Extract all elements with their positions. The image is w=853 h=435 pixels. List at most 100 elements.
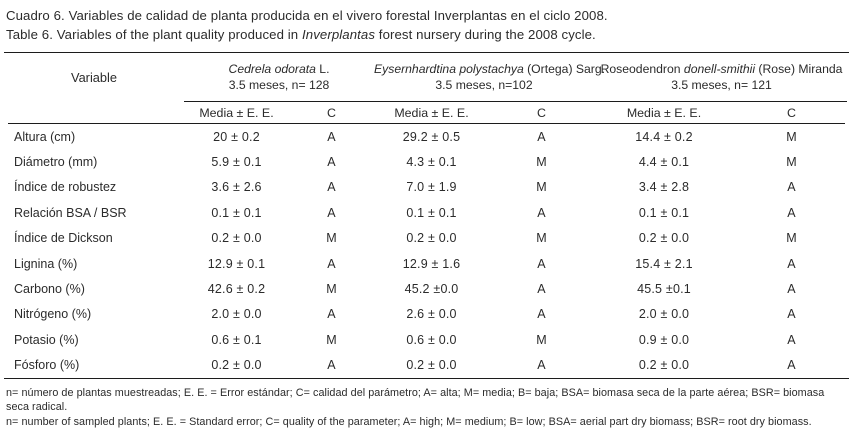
table-row: Lignina (%) 12.9 ± 0.1 A 12.9 ± 1.6 A 15… — [4, 251, 849, 276]
species3-authority: (Rose) Miranda — [755, 62, 843, 76]
cell-quality: M — [326, 332, 337, 347]
cell-quality: M — [786, 129, 797, 144]
row-variable: Altura (cm) — [14, 129, 76, 144]
subheader-c-3: C — [787, 105, 796, 120]
species3-name: donell-smithii — [683, 62, 756, 76]
cell-quality: M — [326, 282, 337, 297]
species1-sample-info: 3.5 meses, n= 128 — [228, 78, 330, 92]
cell-media: 0.2 ± 0.0 — [406, 358, 457, 373]
row-variable: Relación BSA / BSR — [14, 205, 127, 220]
cell-media: 2.0 ± 0.0 — [211, 307, 262, 322]
cell-media: 29.2 ± 0.5 — [402, 129, 461, 144]
cell-media: 42.6 ± 0.2 — [207, 282, 266, 297]
subheader-row: Media ± E. E. C Media ± E. E. C Media ± … — [4, 102, 849, 123]
row-variable: Índice de Dickson — [14, 231, 113, 246]
footnote-es: n= número de plantas muestreadas; E. E. … — [6, 386, 825, 414]
caption-es: Cuadro 6. Variables de calidad de planta… — [6, 8, 608, 23]
caption-en: Table 6. Variables of the plant quality … — [6, 25, 847, 44]
subheader-c-1: C — [327, 105, 336, 120]
cell-quality: A — [537, 282, 546, 297]
row-variable: Carbono (%) — [14, 282, 85, 297]
cell-quality: A — [327, 256, 336, 271]
cell-media: 0.2 ± 0.0 — [211, 358, 262, 373]
cell-quality: A — [327, 129, 336, 144]
cell-media: 0.1 ± 0.1 — [638, 205, 690, 220]
cell-quality: A — [787, 180, 796, 195]
table-row: Relación BSA / BSR 0.1 ± 0.1 A 0.1 ± 0.1… — [4, 200, 849, 225]
cell-quality: A — [537, 205, 546, 220]
cell-quality: M — [326, 231, 337, 246]
subheader-rule — [8, 123, 845, 124]
cell-media: 0.2 ± 0.0 — [406, 231, 457, 246]
cell-quality: A — [327, 205, 336, 220]
species-header-eysernhardtina: Eysernhardtina polystachya (Ortega) Sarg… — [374, 61, 605, 93]
cell-media: 45.5 ±0.1 — [637, 282, 691, 297]
species-header-cedrela: Cedrela odorata L. 3.5 meses, n= 128 — [184, 61, 374, 93]
cell-quality: A — [787, 332, 796, 347]
cell-media: 0.2 ± 0.0 — [638, 358, 690, 373]
cell-quality: A — [327, 307, 336, 322]
cell-media: 0.6 ± 0.1 — [211, 332, 262, 347]
row-variable: Lignina (%) — [14, 256, 78, 271]
cell-media: 4.3 ± 0.1 — [406, 155, 457, 170]
cell-quality: A — [327, 358, 336, 373]
table-row: Potasio (%) 0.6 ± 0.1 M 0.6 ± 0.0 M 0.9 … — [4, 327, 849, 352]
cell-media: 0.2 ± 0.0 — [638, 231, 690, 246]
species-header-rule — [184, 101, 847, 102]
cell-media: 5.9 ± 0.1 — [211, 155, 262, 170]
species-header-roseodendron: Roseodendron donell-smithii (Rose) Miran… — [594, 61, 849, 93]
cell-media: 7.0 ± 1.9 — [406, 180, 457, 195]
cell-media: 0.6 ± 0.0 — [406, 332, 457, 347]
subheader-media-3: Media ± E. E. — [626, 105, 702, 120]
cell-quality: A — [537, 358, 546, 373]
cell-media: 0.1 ± 0.1 — [211, 205, 262, 220]
cell-quality: M — [536, 180, 547, 195]
cell-quality: A — [787, 282, 796, 297]
row-variable: Diámetro (mm) — [14, 155, 98, 170]
cell-media: 0.1 ± 0.1 — [406, 205, 457, 220]
species2-name: Eysernhardtina polystachya — [374, 62, 524, 76]
table-row: Diámetro (mm) 5.9 ± 0.1 A 4.3 ± 0.1 M 4.… — [4, 149, 849, 174]
cell-quality: M — [786, 155, 797, 170]
row-variable: Índice de robustez — [14, 180, 117, 195]
cell-quality: M — [786, 231, 797, 246]
table-row: Fósforo (%) 0.2 ± 0.0 A 0.2 ± 0.0 A 0.2 … — [4, 353, 849, 378]
cell-media: 2.6 ± 0.0 — [406, 307, 457, 322]
cell-media: 3.6 ± 2.6 — [211, 180, 262, 195]
row-variable: Fósforo (%) — [14, 358, 80, 373]
cell-quality: A — [327, 180, 336, 195]
cell-media: 0.2 ± 0.0 — [211, 231, 262, 246]
cell-quality: M — [536, 231, 547, 246]
table-row: Altura (cm) 20 ± 0.2 A 29.2 ± 0.5 A 14.4… — [4, 124, 849, 149]
cell-quality: A — [537, 256, 546, 271]
cell-media: 45.2 ±0.0 — [404, 282, 459, 297]
caption-en-prefix: Table 6. Variables of the plant quality … — [6, 27, 302, 42]
cell-quality: M — [536, 332, 547, 347]
cell-media: 12.9 ± 0.1 — [207, 256, 266, 271]
species1-name: Cedrela odorata — [228, 62, 316, 76]
species2-sample-info: 3.5 meses, n=102 — [435, 78, 533, 92]
cell-quality: A — [537, 129, 546, 144]
table-caption: Cuadro 6. Variables de calidad de planta… — [0, 0, 853, 44]
table-row: Carbono (%) 42.6 ± 0.2 M 45.2 ±0.0 A 45.… — [4, 276, 849, 301]
table-row: Índice de robustez 3.6 ± 2.6 A 7.0 ± 1.9… — [4, 175, 849, 200]
species2-authority: (Ortega) Sarg. — [523, 62, 606, 76]
subheader-media-2: Media ± E. E. — [394, 105, 469, 120]
cell-quality: A — [787, 256, 796, 271]
variable-column-header: Variable — [70, 69, 117, 85]
cell-quality: A — [787, 307, 796, 322]
species3-prefix: Roseodendron — [600, 62, 684, 76]
footnotes: n= número de plantas muestreadas; E. E. … — [0, 379, 853, 430]
cell-quality: M — [536, 155, 547, 170]
subheader-media-1: Media ± E. E. — [199, 105, 274, 120]
cell-media: 3.4 ± 2.8 — [638, 180, 690, 195]
cell-media: 12.9 ± 1.6 — [402, 256, 461, 271]
cell-media: 14.4 ± 0.2 — [635, 129, 693, 144]
cell-quality: A — [787, 205, 796, 220]
caption-en-italic: Inverplantas — [302, 27, 376, 42]
cell-media: 4.4 ± 0.1 — [638, 155, 690, 170]
cell-quality: A — [787, 358, 796, 373]
table-row: Nitrógeno (%) 2.0 ± 0.0 A 2.6 ± 0.0 A 2.… — [4, 302, 849, 327]
footnote-en: n= number of sampled plants; E. E. = Sta… — [6, 415, 812, 428]
